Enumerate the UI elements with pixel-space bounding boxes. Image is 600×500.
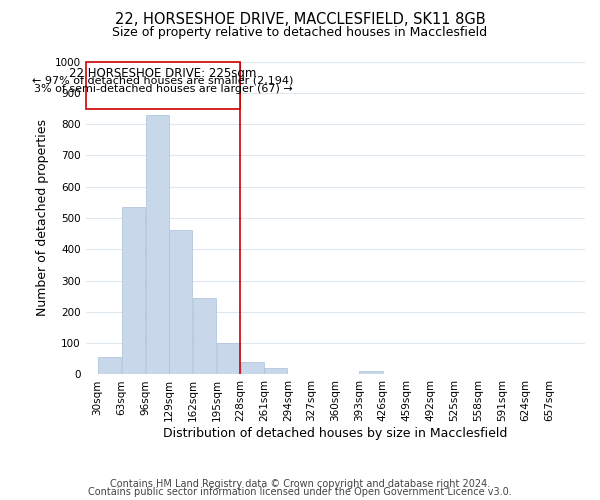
Bar [359, 372, 383, 374]
Bar [193, 298, 216, 374]
Bar [241, 362, 263, 374]
Bar [146, 114, 169, 374]
Bar [98, 357, 121, 374]
Text: 3% of semi-detached houses are larger (67) →: 3% of semi-detached houses are larger (6… [34, 84, 292, 94]
Text: Contains HM Land Registry data © Crown copyright and database right 2024.: Contains HM Land Registry data © Crown c… [110, 479, 490, 489]
Text: Contains public sector information licensed under the Open Government Licence v3: Contains public sector information licen… [88, 487, 512, 497]
FancyBboxPatch shape [86, 62, 239, 109]
Bar [122, 207, 145, 374]
Bar [169, 230, 193, 374]
Text: 22, HORSESHOE DRIVE, MACCLESFIELD, SK11 8GB: 22, HORSESHOE DRIVE, MACCLESFIELD, SK11 … [115, 12, 485, 28]
Text: 22 HORSESHOE DRIVE: 225sqm: 22 HORSESHOE DRIVE: 225sqm [70, 67, 257, 80]
X-axis label: Distribution of detached houses by size in Macclesfield: Distribution of detached houses by size … [163, 427, 508, 440]
Y-axis label: Number of detached properties: Number of detached properties [36, 120, 49, 316]
Text: Size of property relative to detached houses in Macclesfield: Size of property relative to detached ho… [112, 26, 488, 39]
Bar [265, 368, 287, 374]
Bar [217, 343, 240, 374]
Text: ← 97% of detached houses are smaller (2,194): ← 97% of detached houses are smaller (2,… [32, 76, 293, 86]
